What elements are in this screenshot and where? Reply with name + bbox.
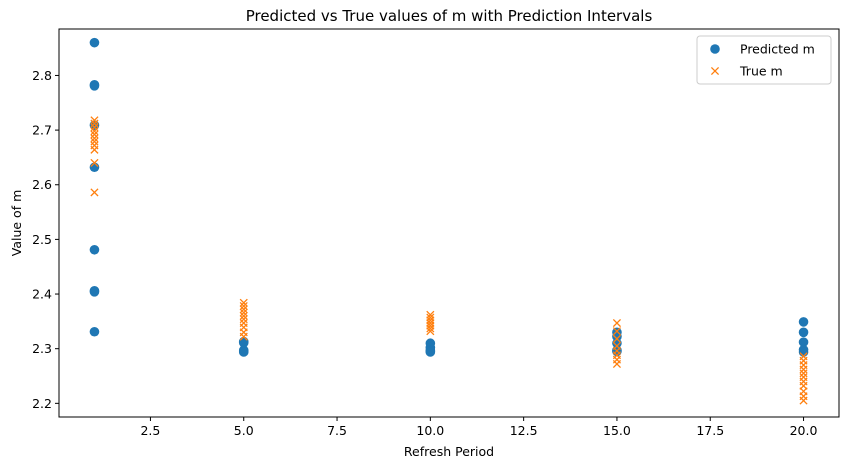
true-point xyxy=(90,137,99,146)
predicted-point xyxy=(89,81,100,91)
x-tick-label: 10.0 xyxy=(416,423,444,438)
legend: Predicted m True m xyxy=(696,35,832,85)
legend-label: True m xyxy=(739,64,783,79)
predicted-point xyxy=(798,337,809,347)
predicted-point xyxy=(798,347,809,357)
y-tick-label: 2.7 xyxy=(32,123,52,138)
predicted-point xyxy=(89,37,100,48)
series-predicted xyxy=(89,37,809,357)
true-point xyxy=(90,116,99,125)
x-axis: 2.5 5.0 7.5 10.0 12.5 15.0 17.5 20.0 xyxy=(140,417,818,438)
true-point xyxy=(426,324,435,333)
y-tick-label: 2.3 xyxy=(32,341,52,356)
x-tick-label: 2.5 xyxy=(140,423,160,438)
predicted-point xyxy=(89,326,100,337)
true-point xyxy=(90,127,99,136)
y-tick-label: 2.4 xyxy=(32,287,52,302)
true-point xyxy=(239,298,248,307)
y-tick-label: 2.6 xyxy=(32,177,52,192)
x-tick-label: 7.5 xyxy=(327,423,347,438)
true-point xyxy=(799,365,808,374)
true-point xyxy=(612,334,622,343)
plot-frame xyxy=(58,28,840,418)
true-point xyxy=(90,134,99,143)
true-point xyxy=(239,305,248,314)
legend-label: Predicted m xyxy=(740,42,815,57)
predicted-point xyxy=(89,162,100,173)
true-point xyxy=(90,158,99,167)
x-tick-label: 15.0 xyxy=(603,423,631,438)
y-tick-label: 2.2 xyxy=(32,396,52,411)
true-point xyxy=(90,123,99,132)
predicted-point xyxy=(89,287,100,297)
x-axis-label: Refresh Period xyxy=(404,444,494,459)
true-point xyxy=(799,396,808,405)
predicted-point xyxy=(798,327,809,338)
true-point xyxy=(612,359,622,369)
true-point xyxy=(239,311,248,320)
x-tick-label: 20.0 xyxy=(790,423,818,438)
legend-x-marker xyxy=(710,66,720,76)
predicted-point xyxy=(798,317,809,327)
x-tick-label: 5.0 xyxy=(234,423,254,438)
true-point xyxy=(90,188,99,197)
x-tick-label: 12.5 xyxy=(510,423,538,438)
true-point xyxy=(239,332,248,341)
true-point xyxy=(612,318,622,328)
true-point xyxy=(239,308,248,317)
y-tick-label: 2.5 xyxy=(32,232,52,247)
series-true xyxy=(90,116,808,405)
y-axis: 2.2 2.3 2.4 2.5 2.6 2.7 2.8 xyxy=(32,68,59,411)
legend-items: Predicted m True m xyxy=(710,42,815,79)
predicted-point xyxy=(425,347,436,357)
chart-title: Predicted vs True values of m with Predi… xyxy=(246,7,653,25)
y-tick-label: 2.8 xyxy=(32,68,52,83)
true-point xyxy=(90,119,99,128)
x-tick-label: 17.5 xyxy=(696,423,724,438)
true-point xyxy=(90,130,99,139)
true-point xyxy=(799,369,808,378)
y-axis-label: Value of m xyxy=(9,190,24,257)
predicted-point xyxy=(238,337,249,348)
true-point xyxy=(239,302,248,311)
true-point xyxy=(239,315,248,324)
legend-circle-marker xyxy=(710,44,720,54)
predicted-point xyxy=(238,347,249,357)
true-point xyxy=(612,327,622,336)
predicted-point xyxy=(89,244,100,255)
true-point xyxy=(90,145,99,154)
legend-box xyxy=(696,35,832,85)
true-point xyxy=(426,327,435,336)
data-marks xyxy=(89,37,809,405)
